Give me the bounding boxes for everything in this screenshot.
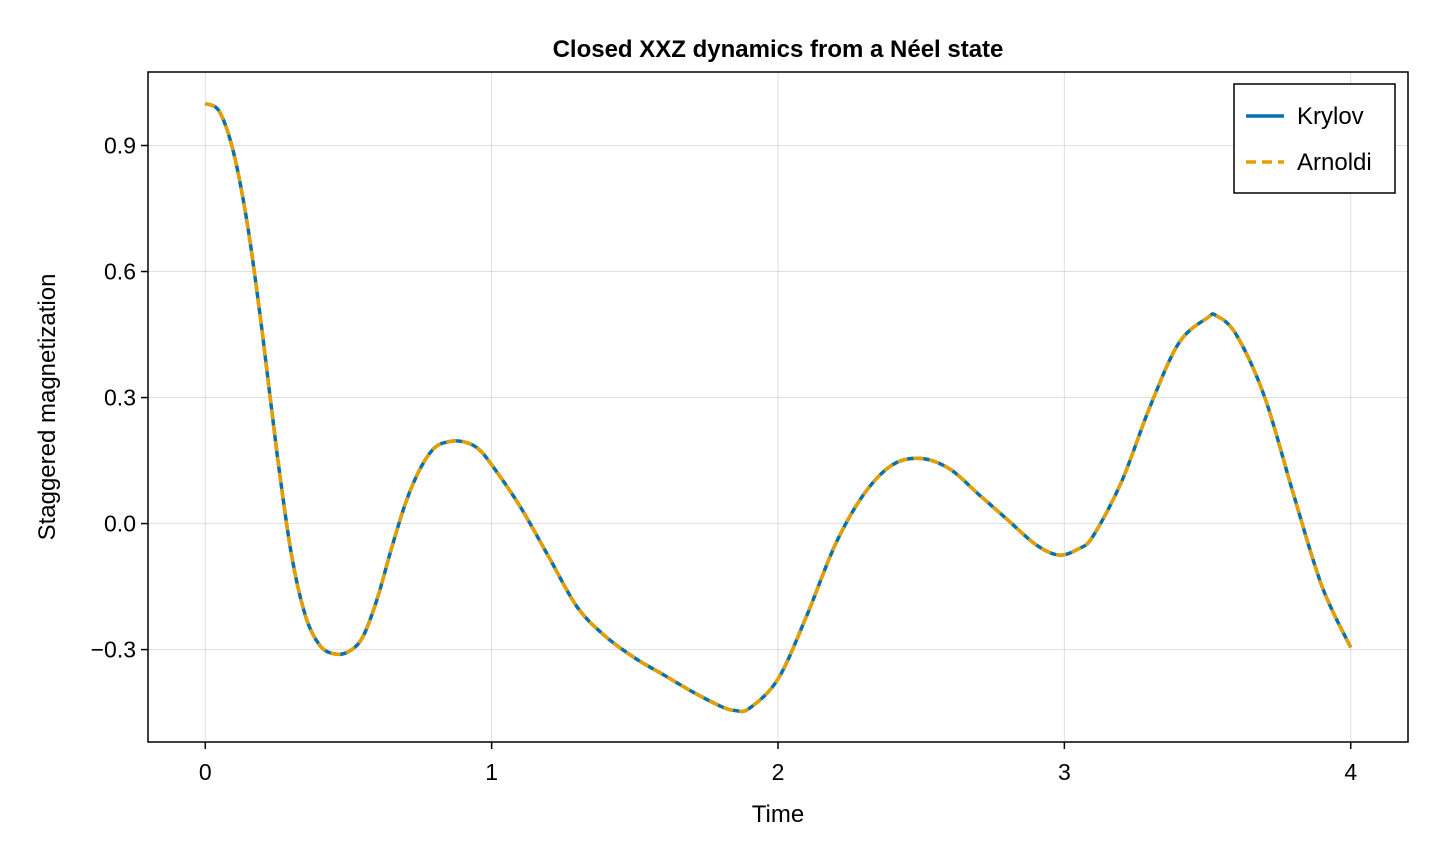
series-layer [204,101,1353,714]
x-tick-label: 4 [1344,759,1357,785]
legend-box [1233,83,1396,194]
legend-label-krylov: Krylov [1297,103,1364,130]
y-axis-label: Staggered magnetization [34,274,61,541]
grid-lines [148,72,1408,742]
x-tick-label: 1 [485,759,498,785]
y-tick-label: 0.6 [104,259,136,285]
x-tick-label: 2 [772,759,785,785]
legend: Krylov Arnoldi [1233,83,1396,194]
x-axis-ticks: 0 1 2 3 4 [199,742,1357,785]
x-tick-label: 3 [1058,759,1071,785]
x-tick-label: 0 [199,759,212,785]
series-line-arnoldi [204,101,1353,714]
chart-title: Closed XXZ dynamics from a Néel state [553,36,1004,63]
y-tick-label: 0.0 [104,511,136,537]
x-axis-label: Time [752,801,804,828]
legend-label-arnoldi: Arnoldi [1297,149,1372,176]
y-axis-ticks: −0.3 0.0 0.3 0.6 0.9 [91,133,148,663]
y-tick-label: −0.3 [91,637,136,663]
y-tick-label: 0.9 [104,133,136,159]
y-tick-label: 0.3 [104,385,136,411]
